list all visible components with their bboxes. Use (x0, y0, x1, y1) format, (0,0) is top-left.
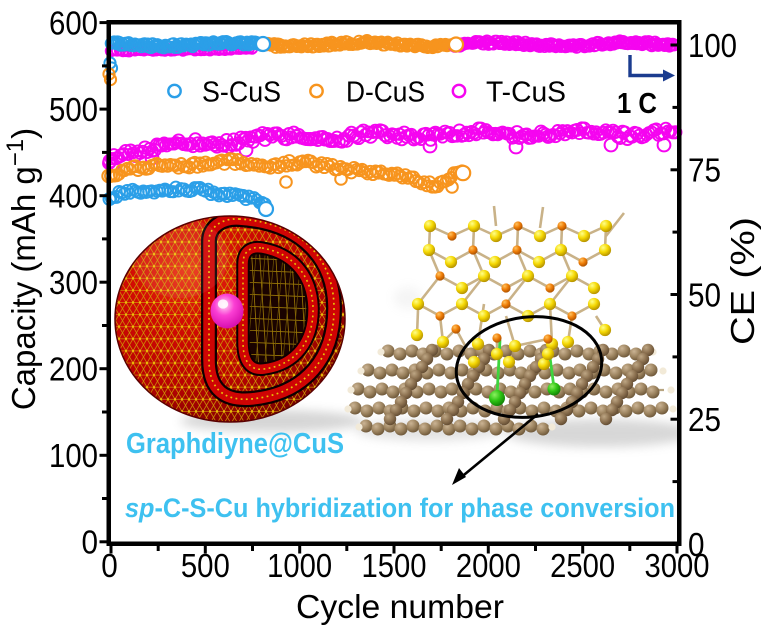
svg-text:200: 200 (49, 351, 98, 388)
svg-text:600: 600 (49, 4, 98, 41)
svg-text:25: 25 (688, 401, 721, 438)
svg-text:500: 500 (181, 547, 230, 584)
svg-text:sp-C-S-Cu hybridization for ph: sp-C-S-Cu hybridization for phase conver… (125, 493, 675, 523)
svg-text:1500: 1500 (362, 547, 427, 584)
svg-text:1 C: 1 C (617, 88, 657, 120)
svg-text:300: 300 (49, 264, 98, 301)
svg-text:75: 75 (688, 152, 721, 189)
svg-text:Capacity (mAh g−1): Capacity (mAh g−1) (2, 128, 42, 410)
svg-text:2500: 2500 (550, 547, 615, 584)
svg-text:50: 50 (688, 276, 721, 313)
svg-text:0: 0 (82, 524, 99, 561)
svg-text:1000: 1000 (267, 547, 332, 584)
svg-text:0: 0 (101, 547, 118, 584)
svg-text:3000: 3000 (645, 547, 710, 584)
svg-text:500: 500 (49, 91, 98, 128)
svg-text:CE (%): CE (%) (724, 217, 761, 345)
svg-text:0: 0 (688, 526, 705, 563)
svg-text:T-CuS: T-CuS (486, 77, 566, 109)
svg-text:100: 100 (688, 27, 737, 64)
svg-text:2000: 2000 (456, 547, 521, 584)
svg-text:Cycle number: Cycle number (296, 588, 504, 625)
svg-text:S-CuS: S-CuS (202, 77, 281, 109)
svg-text:100: 100 (49, 437, 98, 474)
svg-text:D-CuS: D-CuS (346, 77, 425, 109)
svg-text:Graphdiyne@CuS: Graphdiyne@CuS (126, 428, 344, 460)
svg-text:400: 400 (49, 177, 98, 214)
